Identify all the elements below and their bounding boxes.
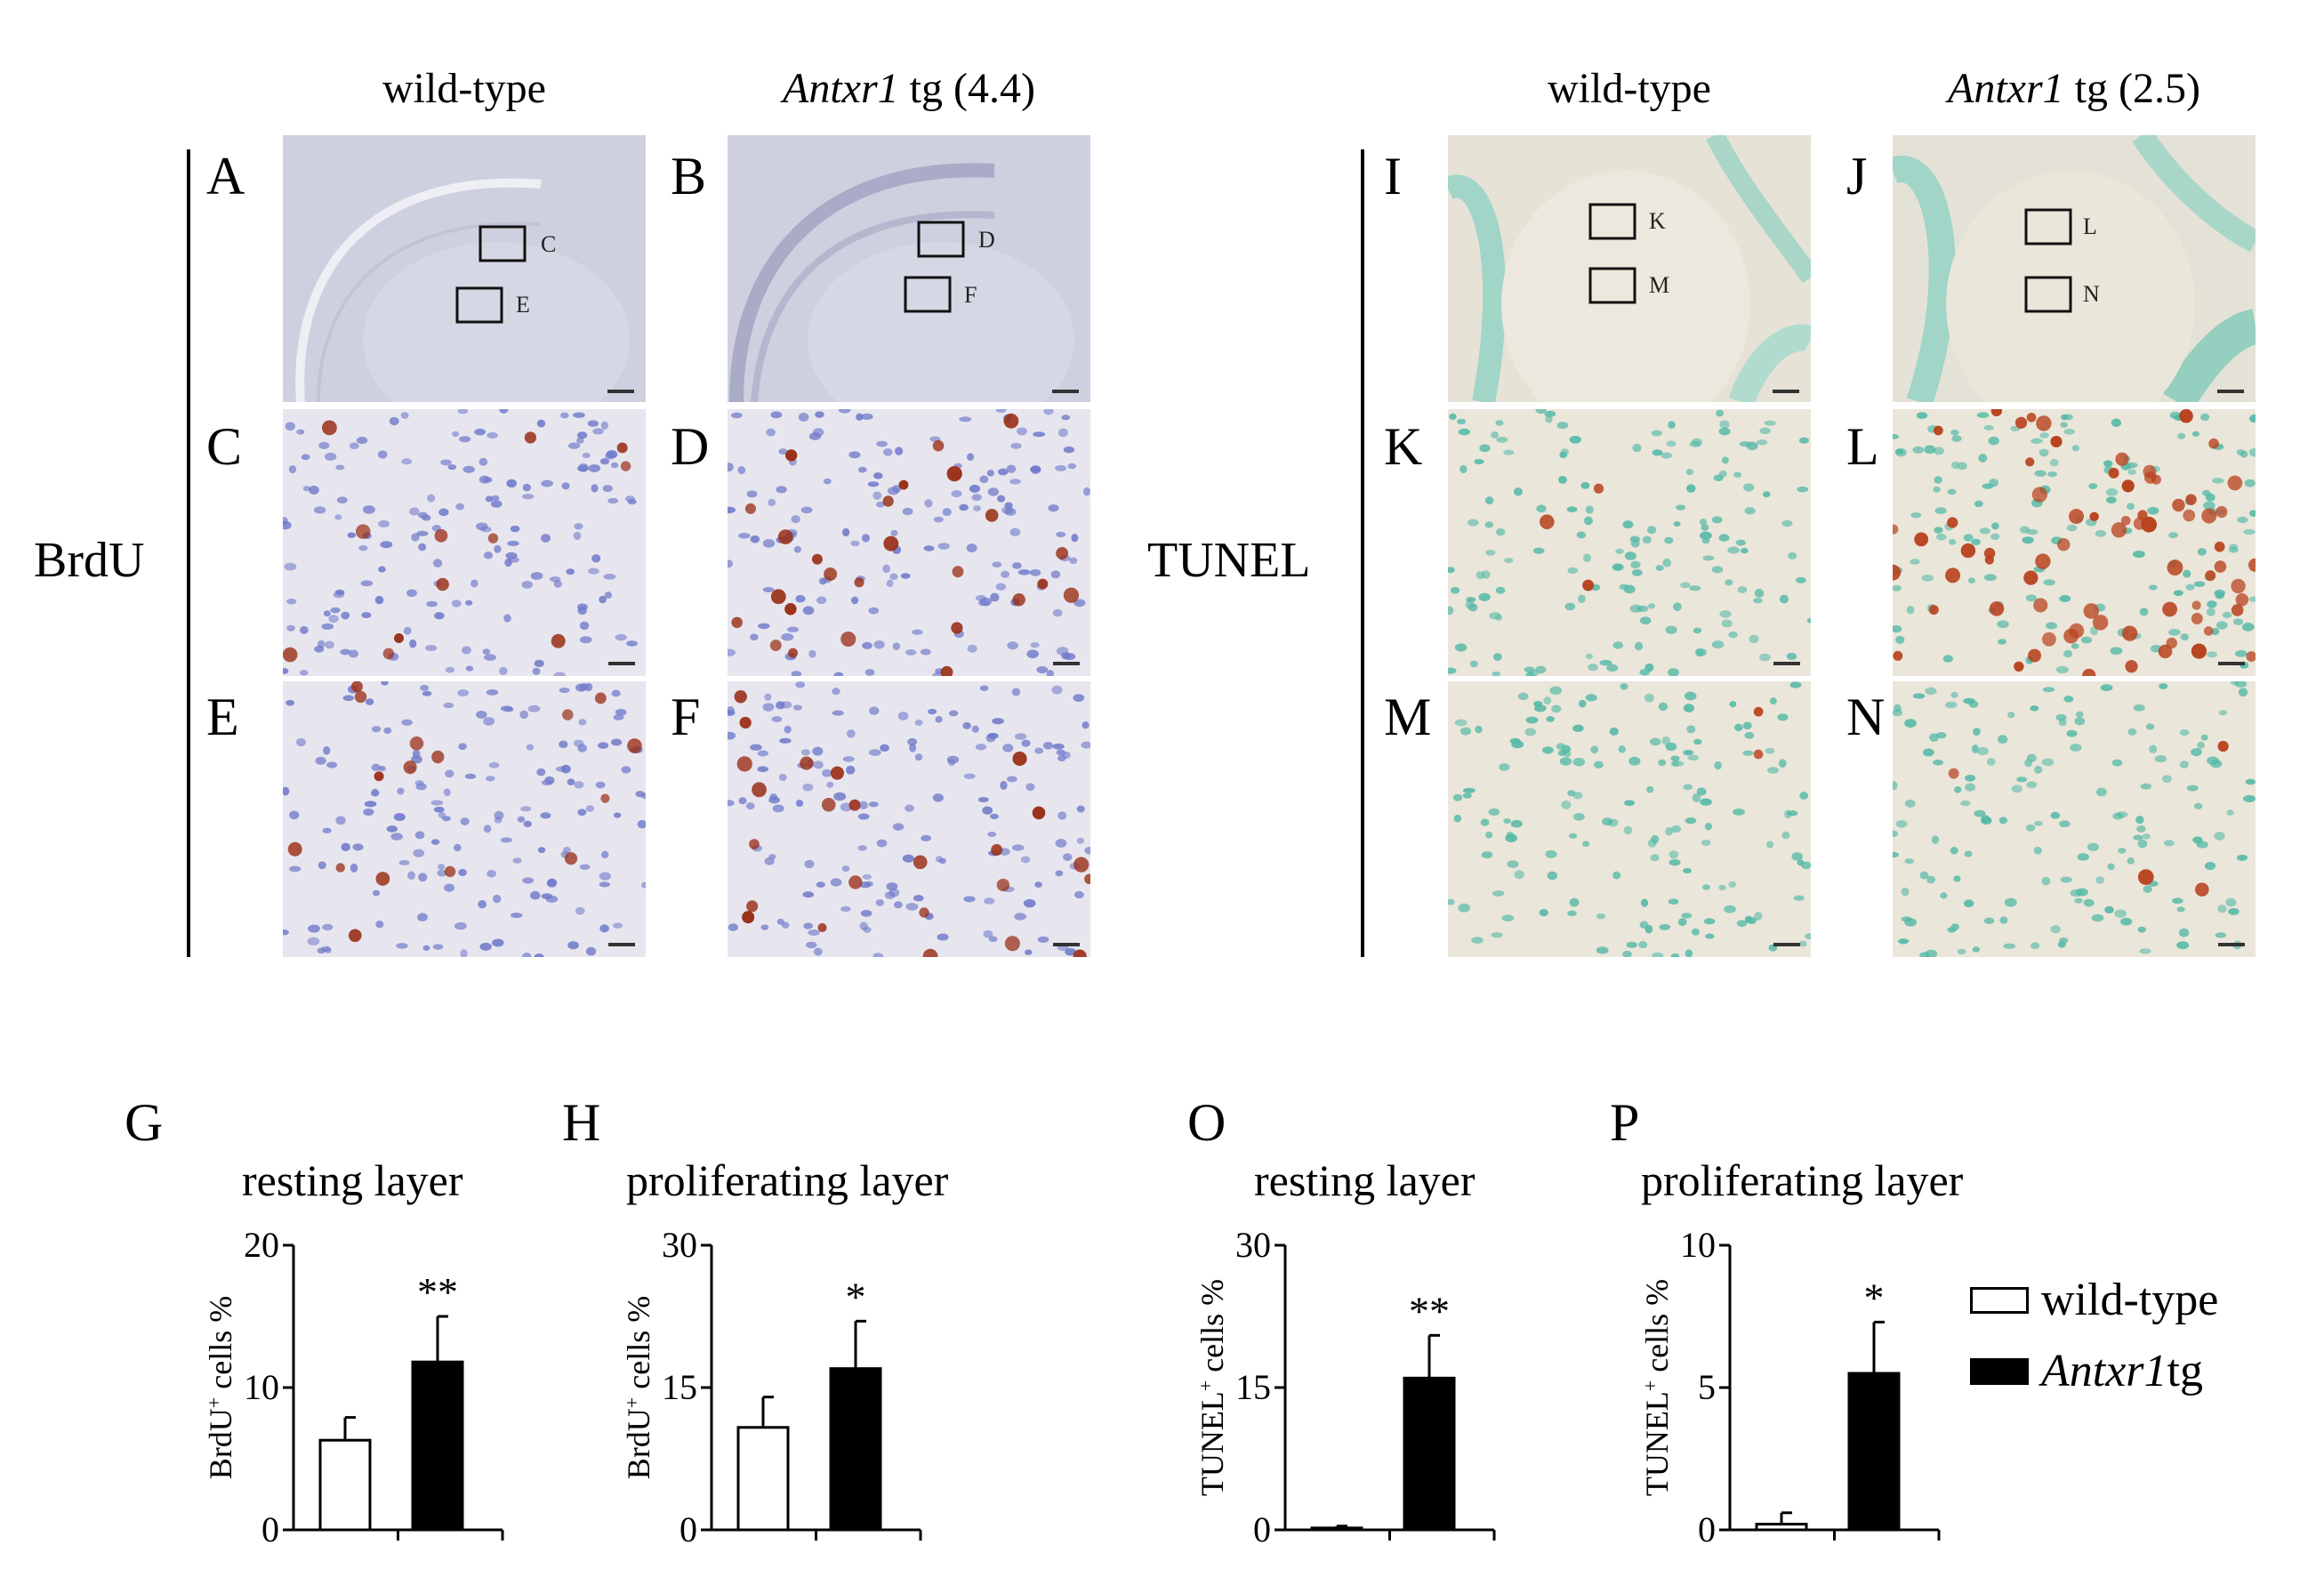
micrograph-e xyxy=(283,681,646,957)
group-bracket-right xyxy=(1361,149,1364,957)
panel-label-g: G xyxy=(125,1093,164,1152)
significance-marker: * xyxy=(846,1274,866,1319)
panel-label-p: P xyxy=(1610,1093,1640,1152)
panel-label-m: M xyxy=(1384,688,1432,746)
panel-label-b: B xyxy=(671,147,707,205)
inset-box-l xyxy=(2024,208,2072,245)
micrograph-j-overview: L N xyxy=(1893,135,2256,402)
micrograph-n xyxy=(1893,681,2256,957)
column-header-wildtype-right: wild-type xyxy=(1548,65,1711,112)
micrograph-a-overview: C E xyxy=(283,135,646,402)
inset-label-f: F xyxy=(964,282,977,308)
bar-chart-g: BrdU+ cells % 0 10 20 ** xyxy=(203,1227,504,1549)
inset-label-l: L xyxy=(2083,213,2097,239)
chart-title-o: resting layer xyxy=(1254,1155,1476,1205)
inset-label-m: M xyxy=(1649,272,1670,298)
micrograph-b-overview: D F xyxy=(728,135,1090,402)
panel-label-a: A xyxy=(206,147,245,205)
micrograph-k xyxy=(1448,409,1811,676)
row-label-brdu: BrdU xyxy=(34,533,145,588)
significance-marker: * xyxy=(1864,1275,1885,1320)
inset-box-n xyxy=(2024,276,2072,313)
y-tick-label: 30 xyxy=(1235,1227,1271,1265)
y-axis-label: TUNEL+ cells % xyxy=(1194,1279,1231,1496)
y-tick-label: 0 xyxy=(680,1509,697,1549)
bar-tg xyxy=(1403,1376,1456,1532)
inset-label-e: E xyxy=(516,292,530,318)
micrograph-c xyxy=(283,409,646,676)
inset-label-k: K xyxy=(1649,208,1666,234)
bar-tg xyxy=(411,1360,464,1532)
column-header-wildtype-left: wild-type xyxy=(382,65,546,112)
inset-box-d xyxy=(917,221,965,258)
inset-label-d: D xyxy=(978,227,995,253)
inset-box-e xyxy=(455,286,503,324)
column-header-tg-left: Antxr1 tg (4.4) xyxy=(783,65,1035,112)
y-tick-label: 10 xyxy=(244,1367,279,1407)
significance-marker: ** xyxy=(1409,1288,1450,1333)
bar-chart-h: BrdU+ cells % 0 15 30 * xyxy=(621,1227,922,1549)
y-tick-label: 0 xyxy=(1698,1509,1716,1549)
bar-chart-o: TUNEL+ cells % 0 15 30 ** xyxy=(1194,1227,1496,1549)
legend-swatch-tg xyxy=(1970,1357,2029,1385)
chart-title-h: proliferating layer xyxy=(626,1155,949,1205)
panel-label-j: J xyxy=(1846,147,1868,205)
y-tick-label: 15 xyxy=(1235,1367,1271,1407)
bar-wildtype xyxy=(318,1438,372,1532)
bar-wildtype xyxy=(1310,1526,1363,1532)
group-bracket-left xyxy=(187,149,190,957)
column-header-tg-right: Antxr1 tg (2.5) xyxy=(1948,65,2200,112)
y-tick-label: 0 xyxy=(1253,1509,1271,1549)
bar-tg xyxy=(1847,1372,1901,1532)
inset-label-c: C xyxy=(541,231,557,257)
y-tick-label: 20 xyxy=(244,1227,279,1265)
panel-label-l: L xyxy=(1846,417,1879,476)
panel-label-d: D xyxy=(671,417,710,476)
chart-title-g: resting layer xyxy=(242,1155,463,1205)
significance-marker: ** xyxy=(417,1269,458,1315)
micrograph-d xyxy=(728,409,1090,676)
panel-label-e: E xyxy=(206,688,239,746)
legend-swatch-wildtype xyxy=(1970,1286,2029,1314)
gene-name: Antxr1 xyxy=(1948,65,2064,112)
y-tick-label: 5 xyxy=(1698,1367,1716,1407)
panel-label-i: I xyxy=(1384,147,1402,205)
y-tick-label: 0 xyxy=(261,1509,279,1549)
gene-name: Antxr1 xyxy=(783,65,899,112)
bar-chart-p: TUNEL+ cells % 0 5 10 * xyxy=(1639,1227,1941,1549)
inset-box-f xyxy=(904,276,952,313)
y-tick-label: 15 xyxy=(662,1367,697,1407)
micrograph-i-overview: K M xyxy=(1448,135,1811,402)
y-tick-label: 10 xyxy=(1680,1227,1716,1265)
panel-label-k: K xyxy=(1384,417,1423,476)
panel-label-n: N xyxy=(1846,688,1886,746)
inset-label-n: N xyxy=(2083,281,2100,307)
bar-wildtype xyxy=(736,1426,790,1532)
chart-title-p: proliferating layer xyxy=(1641,1155,1964,1205)
inset-box-k xyxy=(1588,203,1636,240)
panel-label-o: O xyxy=(1187,1093,1226,1152)
micrograph-f xyxy=(728,681,1090,957)
panel-label-c: C xyxy=(206,417,243,476)
bar-wildtype xyxy=(1755,1523,1808,1532)
inset-box-m xyxy=(1588,267,1636,304)
legend-item-tg: Antxr1 tg xyxy=(1970,1345,2203,1397)
y-axis-label: BrdU+ cells % xyxy=(203,1296,239,1479)
y-axis-label: TUNEL+ cells % xyxy=(1639,1279,1676,1496)
y-tick-label: 30 xyxy=(662,1227,697,1265)
panel-label-h: H xyxy=(562,1093,601,1152)
row-label-tunel: TUNEL xyxy=(1147,533,1311,588)
inset-box-c xyxy=(478,225,527,262)
panel-label-f: F xyxy=(671,688,701,746)
micrograph-l xyxy=(1893,409,2256,676)
legend-item-wildtype: wild-type xyxy=(1970,1274,2218,1326)
bar-tg xyxy=(829,1367,882,1532)
micrograph-m xyxy=(1448,681,1811,957)
y-axis-label: BrdU+ cells % xyxy=(621,1296,657,1479)
